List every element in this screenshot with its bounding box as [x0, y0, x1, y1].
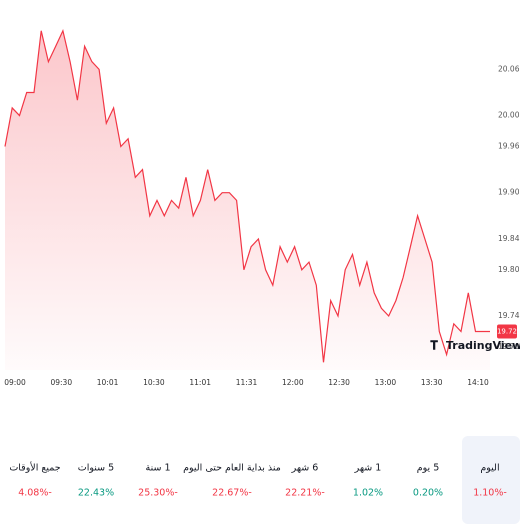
x-tick-label: 12:00: [282, 378, 304, 387]
period-change[interactable]: -22.21%: [285, 488, 325, 499]
x-tick-label: 12:30: [328, 378, 350, 387]
y-tick-label: 19.96: [498, 141, 520, 150]
period-change[interactable]: 0.20%: [413, 488, 443, 499]
last-price-box: [497, 324, 517, 339]
y-tick-label: 20.00: [498, 111, 520, 120]
y-tick-label: 19.70: [498, 342, 520, 351]
selected-tab: [462, 436, 520, 524]
period-label[interactable]: اليوم: [480, 463, 499, 474]
period-label[interactable]: 5 سنوات: [78, 463, 114, 474]
x-tick-label: 13:30: [421, 378, 443, 387]
watermark-logo: 𝐓: [430, 339, 438, 353]
area-fill: [5, 30, 490, 371]
chart: 20.06 20.00 19.96 19.90 19.84 19.80 19.74 19.70…: [4, 28, 520, 387]
x-tick-label: 10:01: [97, 378, 119, 387]
watermark: TradingView: [446, 339, 520, 352]
x-tick-label: 14:10: [467, 378, 489, 387]
x-tick-label: 11:31: [236, 378, 258, 387]
period-bar: اليوم -1.10% 5 يوم 0.20% 1 شهر 1.02% 6 شهر -22.…: [9, 436, 520, 524]
y-tick-label: 20.06: [498, 64, 520, 73]
period-change[interactable]: -4.08%: [18, 488, 52, 499]
period-label[interactable]: 1 شهر: [354, 463, 382, 474]
period-change[interactable]: 1.02%: [353, 488, 383, 499]
x-tick-label: 09:30: [50, 378, 72, 387]
y-tick-label: 19.80: [498, 265, 520, 274]
period-label[interactable]: 1 سنة: [146, 463, 171, 474]
y-tick-label: 19.90: [498, 188, 520, 197]
period-change[interactable]: 22.43%: [78, 488, 114, 499]
price-line: [4, 28, 490, 363]
last-price-label: 19.72: [497, 327, 517, 335]
period-label[interactable]: 5 يوم: [417, 463, 440, 474]
period-label[interactable]: جميع الأوقات: [9, 462, 60, 474]
x-tick-label: 11:01: [189, 378, 211, 387]
x-tick-label: 10:30: [143, 378, 165, 387]
period-change[interactable]: -22.67%: [212, 488, 252, 499]
y-tick-label: 19.74: [498, 311, 520, 320]
period-label[interactable]: منذ بداية العام حتى اليوم: [183, 463, 281, 474]
period-change[interactable]: -25.30%: [138, 488, 178, 499]
y-tick-label: 19.84: [498, 234, 520, 243]
period-change[interactable]: -1.10%: [473, 488, 507, 499]
x-tick-label: 13:00: [375, 378, 397, 387]
period-label[interactable]: 6 شهر: [291, 463, 319, 474]
x-tick-label: 09:00: [4, 378, 26, 387]
